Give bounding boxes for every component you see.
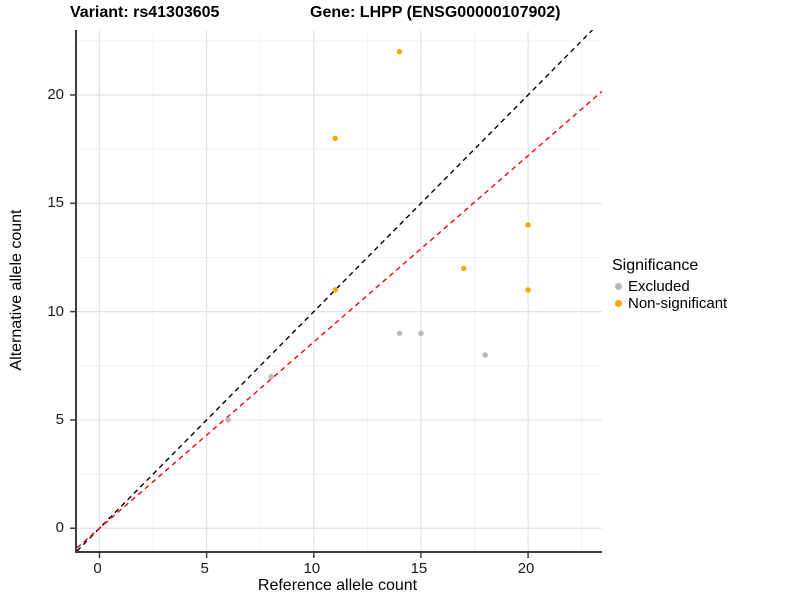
variant-title: Variant: rs41303605	[70, 4, 220, 21]
data-points	[225, 48, 531, 423]
point-excluded	[482, 352, 488, 358]
y-tick-label: 20	[47, 85, 64, 103]
legend-item-label: Non-significant	[628, 295, 728, 312]
point-non-significant	[396, 48, 403, 55]
point-excluded	[418, 330, 424, 336]
legend: Significance Excluded Non-significant	[612, 257, 727, 312]
point-non-significant	[461, 265, 467, 271]
y-tick-label: 10	[47, 302, 64, 320]
legend-item-non-significant: Non-significant	[612, 295, 727, 312]
legend-item-excluded: Excluded	[612, 278, 727, 295]
plot-panel	[70, 30, 602, 558]
y-axis-label: Alternative allele count	[8, 209, 25, 371]
excluded-dot-icon	[615, 283, 622, 290]
point-non-significant	[525, 222, 531, 228]
x-tick-label: 5	[200, 560, 209, 577]
scatter-canvas	[70, 30, 602, 558]
point-non-significant	[525, 287, 531, 293]
x-tick-label: 10	[303, 560, 321, 577]
x-tick-label: 20	[517, 560, 535, 577]
y-tick-label: 0	[55, 519, 64, 537]
axis-ticks	[70, 94, 529, 558]
point-excluded	[268, 373, 274, 380]
y-tick-label: 15	[47, 194, 64, 212]
identity-line	[77, 30, 594, 551]
point-excluded	[396, 330, 403, 336]
y-tick-label: 5	[55, 410, 64, 428]
legend-item-label: Excluded	[628, 278, 690, 295]
gene-title: Gene: LHPP (ENSG00000107902)	[310, 4, 561, 21]
x-axis-label: Reference allele count	[257, 577, 418, 594]
expected-ratio-line	[77, 90, 602, 549]
point-excluded	[225, 417, 231, 423]
x-tick-label: 0	[93, 560, 102, 577]
legend-title: Significance	[612, 257, 699, 274]
x-tick-label: 15	[410, 560, 428, 577]
non-significant-dot-icon	[615, 300, 622, 307]
reference-lines	[77, 30, 602, 551]
point-non-significant	[332, 135, 338, 142]
point-non-significant	[332, 287, 338, 293]
gridlines	[77, 30, 602, 551]
